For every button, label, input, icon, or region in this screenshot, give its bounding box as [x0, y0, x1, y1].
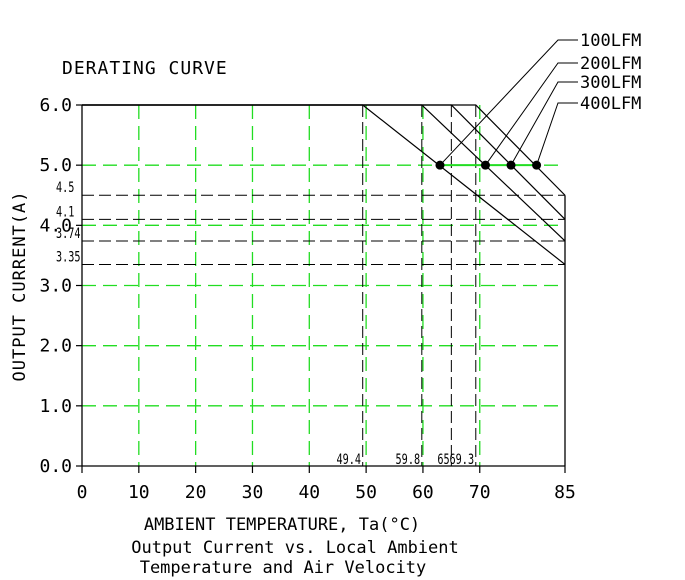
y-axis-label: OUTPUT CURRENT(A) [10, 191, 30, 382]
x-tick-label: 20 [185, 482, 207, 503]
x-annotation-label: 65 [437, 450, 449, 467]
y-tick-label: 5.0 [39, 155, 72, 176]
legend-leader-400LFM [536, 102, 578, 166]
chart-title: DERATING CURVE [62, 58, 228, 79]
annotation-lines: 49.4 59.8 65 69.3 4.5 4.1 3.74 3.35 [56, 105, 565, 467]
x-tick-label: 40 [298, 482, 320, 503]
curve-400LFM [82, 104, 566, 196]
x-annotation-label: 69.3 [450, 450, 475, 467]
legend-label: 200LFM [580, 54, 641, 74]
grid [82, 105, 565, 466]
legend-label: 100LFM [580, 31, 641, 51]
x-tick-label: 85 [554, 482, 576, 503]
caption-line-2: Temperature and Air Velocity [140, 558, 427, 578]
y-tick-label: 4.0 [39, 215, 72, 236]
marker-300LFM [506, 160, 516, 170]
caption-line-1: Output Current vs. Local Ambient [131, 538, 459, 558]
y-tick-label: 6.0 [39, 95, 72, 116]
x-tick-label: 30 [242, 482, 264, 503]
y-tick-label: 1.0 [39, 396, 72, 417]
tick-labels: 0 10 20 30 40 50 60 70 85 0.0 1.0 2.0 3.0 4.0 5.0 6.0 [39, 95, 575, 503]
x-tick-label: 60 [412, 482, 434, 503]
x-tick-label: 50 [355, 482, 377, 503]
legend-leader-300LFM [510, 81, 578, 166]
y-annotation-label: 3.35 [56, 248, 81, 265]
marker-200LFM [480, 160, 490, 170]
y-annotation-label: 4.1 [56, 202, 74, 219]
y-tick-label: 0.0 [39, 456, 72, 477]
x-annotation-label: 49.4 [336, 450, 361, 467]
y-tick-label: 2.0 [39, 336, 72, 357]
x-tick-label: 70 [469, 482, 491, 503]
legend-leader-200LFM [485, 62, 578, 166]
legend-label: 300LFM [580, 73, 641, 93]
y-annotation-label: 3.74 [56, 224, 81, 241]
legend-leader-100LFM [439, 39, 578, 166]
marker-400LFM [532, 160, 542, 170]
legend-label: 400LFM [580, 94, 641, 114]
x-annotation-label: 59.8 [396, 450, 421, 467]
y-annotation-label: 4.5 [56, 178, 74, 195]
x-axis-label: AMBIENT TEMPERATURE, Ta(°C) [144, 515, 420, 535]
y-tick-label: 3.0 [39, 276, 72, 297]
marker-100LFM [435, 160, 445, 170]
x-tick-label: 0 [77, 482, 88, 503]
curve-200LFM [82, 104, 566, 242]
x-tick-label: 10 [128, 482, 150, 503]
